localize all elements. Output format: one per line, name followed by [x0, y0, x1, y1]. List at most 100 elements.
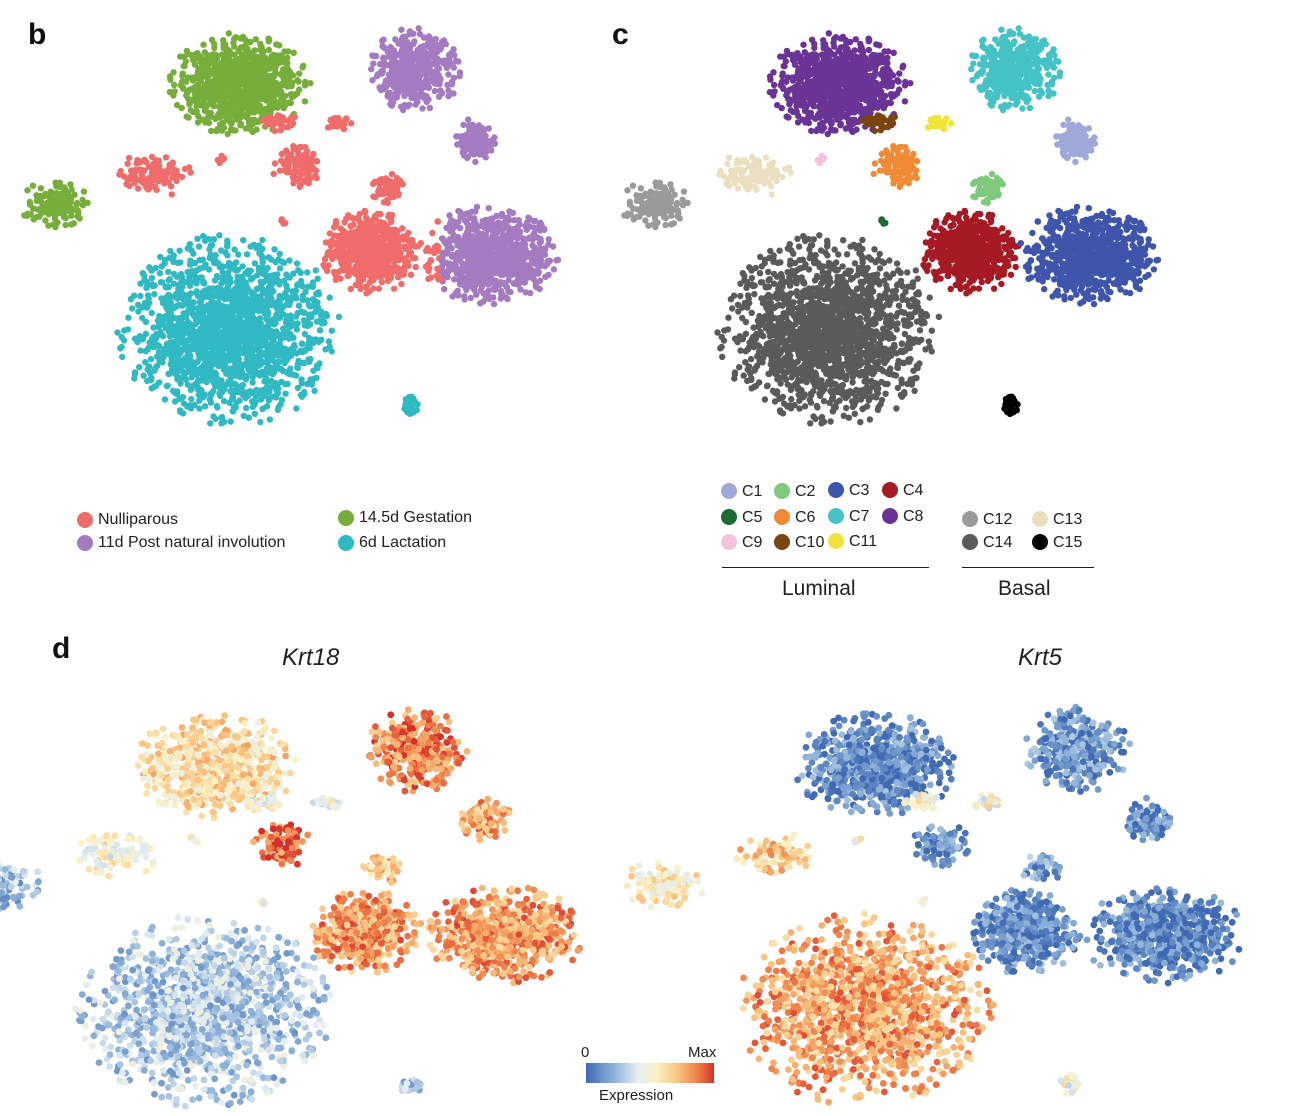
cluster-legend-dot-c9 [721, 534, 737, 550]
cluster-c15-points [1057, 1071, 1082, 1097]
cluster-legend-label-c15: C15 [1053, 534, 1083, 551]
cluster-c4-points [920, 207, 1022, 297]
cluster-legend-dot-c8 [882, 508, 898, 524]
cluster-legend-label-c13: C13 [1053, 511, 1083, 528]
cluster-c12-points [21, 179, 91, 231]
cluster-legend-label-c12: C12 [983, 511, 1013, 528]
cluster-legend-dot-c5 [721, 509, 737, 525]
cluster-c4-points [970, 887, 1084, 976]
luminal-rule [722, 567, 929, 568]
cluster-legend-dot-c6 [774, 509, 790, 525]
cluster-legend-dot-c10 [774, 534, 790, 550]
panel-letter-c: c [612, 18, 629, 51]
cluster-c12-points [0, 861, 43, 912]
cluster-c7-points [366, 706, 471, 795]
cluster-c14-points [739, 910, 997, 1106]
cluster-legend-label-c11: C11 [849, 533, 878, 550]
panel-letter-b: b [28, 18, 47, 51]
tsne-plot-krt18 [0, 706, 583, 1110]
cluster-legend-label-c4: C4 [903, 482, 924, 499]
cluster-legend-dot-c7 [828, 508, 844, 524]
gene-title-krt18: Krt18 [282, 644, 340, 671]
cluster-c3-points [1017, 203, 1162, 308]
cluster-c11-points [972, 791, 1002, 812]
luminal-group-label: Luminal [782, 577, 856, 600]
legend-dot-lactation [338, 535, 354, 551]
cluster-c13-points [75, 831, 157, 880]
cluster-c12-points [621, 179, 691, 231]
colorbar-gradient [586, 1063, 714, 1083]
cluster-c6-points [250, 821, 311, 868]
cluster-c10-points [259, 112, 298, 135]
cluster-c10-points [242, 791, 283, 812]
cluster-legend-dot-c14 [962, 534, 978, 550]
cluster-c12-points [623, 859, 706, 911]
tsne-plot-krt5 [623, 703, 1243, 1106]
cluster-legend-dot-c4 [882, 482, 898, 498]
cluster-legend-label-c3: C3 [849, 482, 870, 499]
cluster-c2-points [969, 170, 1006, 207]
legend-label-nulliparous: Nulliparous [98, 511, 179, 528]
cluster-legend-label-c7: C7 [849, 508, 870, 525]
cluster-c2-points [369, 170, 406, 207]
legend-dot-nulliparous [77, 512, 93, 528]
gene-title-krt5: Krt5 [1018, 644, 1063, 671]
cluster-c9-points [851, 835, 865, 846]
cluster-c15-points [401, 393, 421, 417]
cluster-legend-label-c8: C8 [903, 508, 924, 525]
cluster-c13-points [116, 153, 194, 198]
cluster-c5-points [878, 216, 889, 227]
cluster-c14-points [114, 232, 343, 427]
cluster-c14-points [714, 232, 943, 427]
cluster-c9-points [187, 833, 202, 846]
cluster-c8-points [766, 30, 914, 138]
cluster-c5-points [918, 895, 929, 907]
cluster-c11-points [324, 114, 355, 133]
cluster-c9-points [214, 152, 228, 167]
cluster-c14-points [72, 914, 334, 1110]
cluster-c5-points [256, 896, 269, 907]
cluster-c8-points [134, 712, 299, 822]
cluster-c15-points [1001, 393, 1021, 417]
cluster-c10-points [901, 790, 941, 813]
cluster-legend-dot-c12 [962, 511, 978, 527]
basal-rule [962, 567, 1094, 568]
cluster-c6-points [911, 823, 971, 869]
cluster-legend-label-c5: C5 [742, 509, 763, 526]
cluster-c1-points [1124, 794, 1174, 844]
cluster-c11-points [924, 114, 955, 133]
cluster-c10-points [859, 112, 898, 135]
cluster-c7-points [1023, 703, 1134, 795]
basal-group-label: Basal [998, 577, 1051, 600]
cluster-legend-dot-c2 [774, 483, 790, 499]
tsne-plot-condition [21, 25, 562, 427]
cluster-c8-points [166, 30, 314, 138]
cluster-c6-points [870, 142, 921, 190]
legend-label-lactation: 6d Lactation [359, 534, 447, 551]
cluster-c5-points [278, 216, 289, 227]
colorbar-min-label: 0 [581, 1044, 590, 1061]
colorbar-title: Expression [599, 1087, 674, 1104]
colorbar-max-label: Max [688, 1044, 717, 1061]
cluster-legend-label-c10: C10 [795, 534, 825, 551]
cluster-c15-points [398, 1076, 424, 1094]
cluster-legend-dot-c11 [828, 533, 844, 549]
cluster-legend-dot-c3 [828, 482, 844, 498]
cluster-c2-points [359, 853, 403, 886]
cluster-c3-points [1083, 885, 1243, 987]
cluster-c1-points [458, 795, 513, 844]
cluster-c1-points [453, 116, 499, 166]
cluster-c7-points [368, 25, 464, 114]
legend-dot-gestation [338, 510, 354, 526]
legend-label-involution: 11d Post natural involution [98, 534, 286, 551]
panel-letter-d: d [52, 632, 71, 665]
cluster-legend-label-c6: C6 [795, 509, 816, 526]
legend-label-gestation: 14.5d Gestation [359, 509, 472, 526]
cluster-legend-label-c1: C1 [742, 483, 763, 500]
cluster-c13-points [733, 831, 813, 876]
tsne-plot-cluster [621, 25, 1162, 427]
cluster-c8-points [794, 710, 957, 817]
cluster-c9-points [814, 152, 828, 167]
cluster-c6-points [270, 142, 321, 190]
cluster-c2-points [1020, 852, 1063, 883]
